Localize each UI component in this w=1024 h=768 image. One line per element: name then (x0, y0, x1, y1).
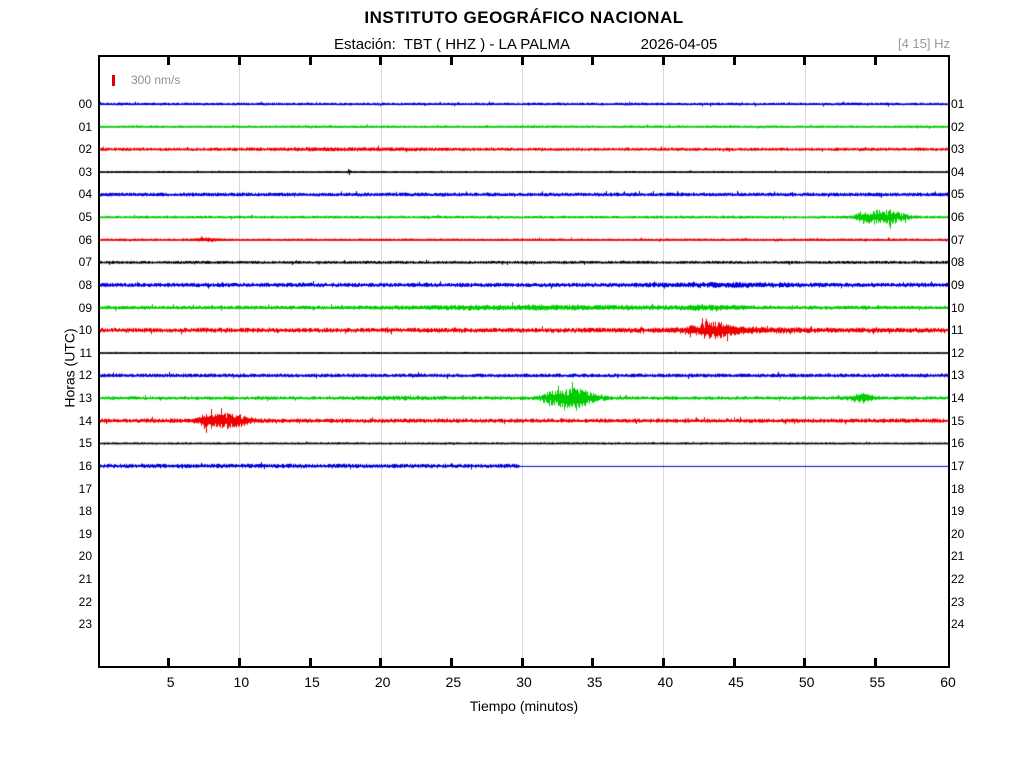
bottom-tick-minute-50 (803, 658, 807, 666)
hour-label-right-24: 24 (951, 617, 965, 632)
hour-label-right-05: 05 (951, 187, 965, 202)
top-tick-minute-25 (449, 57, 453, 65)
bottom-tick-minute-55 (873, 658, 877, 666)
top-tick-minute-40 (661, 57, 665, 65)
hour-label-right-10: 10 (951, 300, 965, 315)
hour-label-left-10: 10 (78, 323, 92, 338)
hour-label-left-04: 04 (78, 187, 92, 202)
hour-label-right-20: 20 (951, 526, 965, 541)
page-title: INSTITUTO GEOGRÁFICO NACIONAL (364, 8, 684, 27)
hour-label-left-09: 09 (78, 300, 92, 315)
date-label: 2026-04-05 (640, 36, 718, 53)
x-tick-label-40: 40 (657, 674, 674, 690)
bottom-tick-minute-35 (591, 658, 595, 666)
hour-label-left-15: 15 (78, 436, 92, 451)
hour-label-right-11: 11 (951, 323, 964, 338)
hour-label-left-16: 16 (78, 458, 92, 473)
x-tick-label-50: 50 (798, 674, 815, 690)
bottom-tick-minute-30 (520, 658, 524, 666)
top-tick-minute-50 (803, 57, 807, 65)
hour-label-right-16: 16 (951, 436, 965, 451)
hour-label-right-18: 18 (951, 481, 965, 496)
seismogram-traces-canvas (100, 57, 948, 666)
hour-label-left-11: 11 (79, 345, 92, 360)
amplitude-scale-legend: 300 nm/s (112, 73, 180, 87)
filter-band-label: [4 15] Hz (897, 36, 950, 51)
hour-label-left-07: 07 (78, 255, 92, 270)
hour-label-right-09: 09 (951, 277, 965, 292)
hour-label-left-02: 02 (78, 142, 92, 157)
top-tick-minute-10 (237, 57, 241, 65)
top-tick-minute-35 (591, 57, 595, 65)
bottom-tick-minute-40 (661, 658, 665, 666)
hour-label-right-23: 23 (951, 594, 965, 609)
hour-label-right-19: 19 (951, 504, 965, 519)
hour-label-right-12: 12 (951, 345, 965, 360)
top-tick-minute-45 (732, 57, 736, 65)
x-tick-label-45: 45 (728, 674, 744, 690)
hour-label-left-23: 23 (78, 617, 92, 632)
hour-label-left-03: 03 (78, 164, 92, 179)
hour-label-right-21: 21 (951, 549, 965, 564)
helicorder-plot-area: 300 nm/s (98, 55, 950, 668)
top-tick-minute-15 (308, 57, 312, 65)
x-tick-label-30: 30 (516, 674, 532, 690)
hour-label-left-12: 12 (78, 368, 92, 383)
station-subtitle: Estación: TBT ( HHZ ) - LA PALMA (334, 36, 570, 53)
hour-label-right-06: 06 (951, 210, 965, 225)
top-tick-minute-55 (873, 57, 877, 65)
x-tick-label-15: 15 (304, 674, 320, 690)
x-axis-label: Tiempo (minutos) (469, 698, 579, 714)
x-tick-label-55: 55 (869, 674, 886, 690)
hour-label-left-18: 18 (78, 504, 92, 519)
hour-label-left-06: 06 (78, 232, 92, 247)
x-tick-label-35: 35 (586, 674, 603, 690)
hour-label-left-01: 01 (78, 119, 92, 134)
x-tick-label-5: 5 (166, 674, 175, 690)
hour-label-left-19: 19 (78, 526, 92, 541)
scale-bar-icon (112, 74, 115, 86)
scale-label: 300 nm/s (131, 73, 181, 87)
hour-label-left-20: 20 (78, 549, 92, 564)
x-tick-label-20: 20 (374, 674, 391, 690)
hour-label-right-08: 08 (951, 255, 965, 270)
x-tick-label-60: 60 (940, 674, 956, 690)
x-tick-label-10: 10 (233, 674, 250, 690)
top-tick-minute-20 (379, 57, 383, 65)
hour-label-right-15: 15 (951, 413, 965, 428)
hour-label-right-02: 02 (951, 119, 965, 134)
bottom-tick-minute-20 (379, 658, 383, 666)
bottom-tick-minute-15 (308, 658, 312, 666)
hour-label-right-13: 13 (951, 368, 965, 383)
hour-label-left-17: 17 (78, 481, 92, 496)
hour-label-right-14: 14 (951, 391, 965, 406)
hour-label-left-21: 21 (78, 572, 92, 587)
hour-label-left-05: 05 (78, 210, 92, 225)
hour-label-right-01: 01 (951, 97, 965, 111)
hour-label-right-03: 03 (951, 142, 965, 157)
hour-label-left-08: 08 (78, 277, 92, 292)
hour-label-left-14: 14 (78, 413, 92, 428)
hour-label-left-00: 00 (78, 97, 92, 111)
hour-label-right-17: 17 (951, 458, 965, 473)
hour-label-left-22: 22 (78, 594, 92, 609)
hour-label-right-04: 04 (951, 164, 965, 179)
bottom-tick-minute-25 (449, 658, 453, 666)
hour-label-right-22: 22 (951, 572, 965, 587)
x-tick-label-25: 25 (445, 674, 462, 690)
bottom-tick-minute-5 (167, 658, 171, 666)
top-tick-minute-5 (167, 57, 171, 65)
bottom-tick-minute-10 (237, 658, 241, 666)
hour-label-left-13: 13 (78, 391, 92, 406)
top-tick-minute-30 (520, 57, 524, 65)
bottom-tick-minute-45 (732, 658, 736, 666)
hour-label-right-07: 07 (951, 232, 965, 247)
